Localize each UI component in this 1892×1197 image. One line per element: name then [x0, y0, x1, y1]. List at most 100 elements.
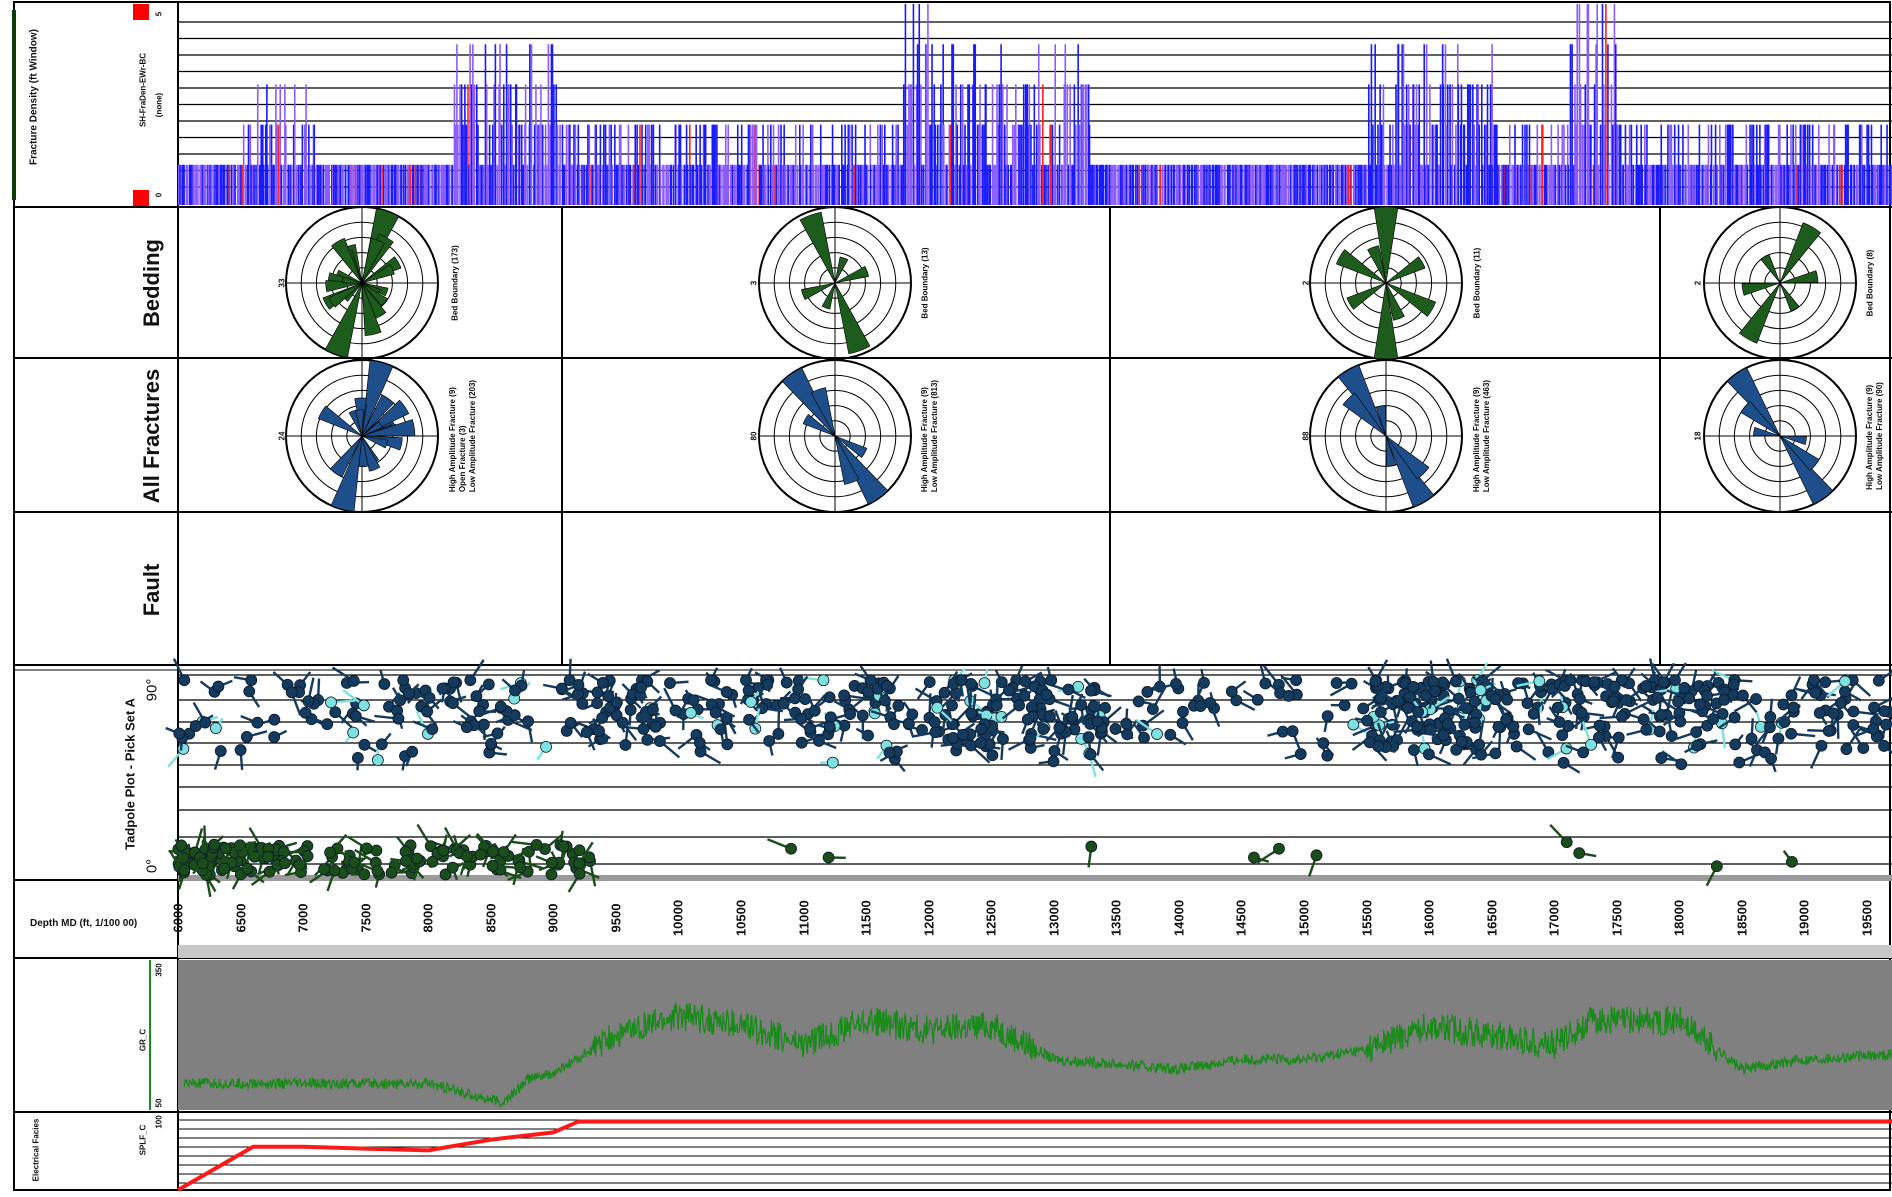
- tadpole-fracture: [1820, 677, 1831, 688]
- tadpole-bedding: [515, 862, 526, 873]
- depth-tick-label: 12500: [984, 900, 999, 936]
- tadpole-fracture: [1702, 690, 1713, 701]
- tadpole-fracture: [824, 721, 835, 732]
- tadpole-fracture: [1523, 724, 1534, 735]
- tadpole-fracture: [448, 677, 459, 688]
- tadpole-fracture: [1839, 686, 1850, 697]
- tadpole-fracture: [884, 747, 895, 758]
- tadpole-bedding: [786, 843, 797, 854]
- tadpole-fracture: [1423, 749, 1434, 760]
- tadpole-fracture: [1641, 681, 1652, 692]
- tadpole-fracture: [1613, 732, 1624, 743]
- tadpole-bedding: [197, 858, 208, 869]
- tadpole-bedding: [386, 867, 397, 878]
- tadpole-fracture: [1362, 715, 1373, 726]
- gr-scale-min: 50: [155, 1099, 164, 1108]
- depth-tick-label: 6000: [171, 904, 186, 933]
- fracture-density-min-marker: [133, 190, 149, 206]
- tadpole-fracture: [1195, 701, 1206, 712]
- tadpole-fracture: [664, 678, 675, 689]
- rose-bedding-petal: [1374, 283, 1398, 359]
- tadpole-fracture: [1773, 733, 1784, 744]
- tadpole-fracture: [1679, 682, 1690, 693]
- tadpole-fracture: [1067, 711, 1078, 722]
- tadpole-fracture: [1565, 675, 1576, 686]
- tadpole-fracture: [1586, 739, 1597, 750]
- rose-4-fracture-scale: 18: [1694, 432, 1703, 441]
- tadpole-fracture: [241, 731, 252, 742]
- tadpole-fracture: [818, 675, 829, 686]
- tadpole-fracture: [447, 698, 458, 709]
- tadpole-fracture: [1652, 692, 1663, 703]
- rose-3-fracture-legend: High Amplitude Fracture (9) Low Amplitud…: [1472, 380, 1492, 492]
- depth-tick-label: 19500: [1859, 900, 1874, 936]
- tadpole-fracture: [403, 688, 414, 699]
- tadpole-fracture: [1044, 711, 1055, 722]
- tadpole-fracture: [930, 727, 941, 738]
- gr-track-background: [178, 960, 1892, 1110]
- tadpole-fracture: [893, 700, 904, 711]
- tadpole-fracture: [781, 677, 792, 688]
- tadpole-fracture: [422, 706, 433, 717]
- tadpole-fracture: [1358, 703, 1369, 714]
- rose-1-bedding-legend: Bed Boundary (173): [451, 245, 460, 321]
- tadpole-fracture: [594, 725, 605, 736]
- tadpole-fracture: [398, 675, 409, 686]
- tadpole-fracture: [1841, 744, 1852, 755]
- tadpole-fracture: [827, 757, 838, 768]
- tadpole-fracture: [796, 737, 807, 748]
- tadpole-fracture: [879, 695, 890, 706]
- tadpole-fracture: [330, 707, 341, 718]
- tadpole-fracture: [1450, 676, 1461, 687]
- depth-tick-label: 10000: [671, 900, 686, 936]
- tadpole-fracture: [1589, 677, 1600, 688]
- tadpole-bedding: [242, 863, 253, 874]
- tadpole-fracture: [1490, 748, 1501, 759]
- tadpole-fracture: [1147, 704, 1158, 715]
- tadpole-fracture: [1608, 696, 1619, 707]
- tadpole-fracture: [1092, 716, 1103, 727]
- rose-3-bedding-legend: Bed Boundary (11): [1473, 248, 1482, 319]
- tadpole-fracture: [1408, 681, 1419, 692]
- tadpole-fracture: [215, 746, 226, 757]
- tadpole-fracture: [694, 737, 705, 748]
- tadpole-bedding: [574, 858, 585, 869]
- tadpole-fracture: [1083, 732, 1094, 743]
- tadpole-fracture: [1869, 702, 1880, 713]
- tadpole-fracture: [1122, 729, 1133, 740]
- tadpole-bedding: [487, 860, 498, 871]
- rose-bedding-petal: [1761, 255, 1780, 283]
- tadpole-fracture: [1142, 686, 1153, 697]
- rose-bedding-petal: [1386, 257, 1425, 283]
- tadpole-fracture: [1576, 707, 1587, 718]
- tadpole-fracture: [597, 677, 608, 688]
- tadpole-bedding: [361, 843, 372, 854]
- tadpole-fracture: [620, 739, 631, 750]
- tadpole-top-label: 90°: [144, 679, 161, 702]
- tadpole-bedding: [220, 843, 231, 854]
- tadpole-fracture: [1737, 690, 1748, 701]
- tadpole-fracture: [1287, 726, 1298, 737]
- tadpole-fracture: [1003, 685, 1014, 696]
- tadpole-fracture: [688, 695, 699, 706]
- tadpole-fracture: [625, 704, 636, 715]
- gr-curve-name: GR_C: [139, 1029, 148, 1051]
- tadpole-fracture: [1868, 723, 1879, 734]
- depth-tick-label: 7000: [296, 904, 311, 933]
- tadpole-fracture: [407, 746, 418, 757]
- tadpole-fracture: [372, 755, 383, 766]
- tadpole-fracture: [793, 684, 804, 695]
- tadpole-fracture: [636, 682, 647, 693]
- tadpole-bedding: [1711, 861, 1722, 872]
- tadpole-fracture: [1430, 686, 1441, 697]
- tadpole-fracture: [1684, 693, 1695, 704]
- tadpole-fracture: [932, 702, 943, 713]
- tadpole-fracture: [1076, 700, 1087, 711]
- all-fractures-track-label: All Fractures: [139, 369, 165, 504]
- tadpole-fracture: [966, 708, 977, 719]
- tadpole-fracture: [1609, 681, 1620, 692]
- rose-1-fracture-legend-b: Open Fracture (3): [458, 380, 468, 492]
- tadpole-fracture: [1339, 700, 1350, 711]
- tadpole-fracture: [541, 741, 552, 752]
- depth-track-lower-band: [178, 945, 1892, 958]
